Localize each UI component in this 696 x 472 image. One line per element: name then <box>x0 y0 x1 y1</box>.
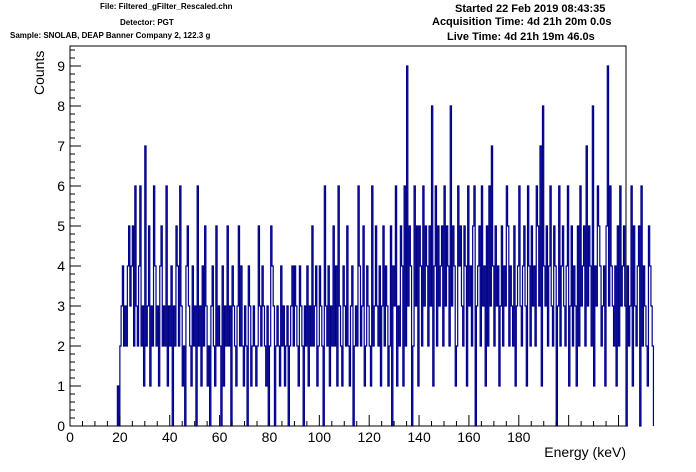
y-tick-label: 8 <box>57 98 65 114</box>
y-tick-label: 9 <box>57 58 65 74</box>
acquisition-time-label: Acquisition Time: 4d 21h 20m 0.0s <box>432 16 612 28</box>
x-tick-label: 20 <box>112 429 128 445</box>
y-axis: 0 1 2 3 4 5 6 7 8 9 <box>57 49 81 434</box>
detector-label: Detector: PGT <box>120 18 174 27</box>
x-tick-label: 80 <box>262 429 278 445</box>
y-tick-label: 1 <box>57 378 65 394</box>
file-name-label: File: Filtered_gFilter_Rescaled.chn <box>100 2 233 11</box>
y-axis-title: Counts <box>31 51 47 95</box>
x-axis-title: Energy (keV) <box>544 444 626 460</box>
y-tick-label: 3 <box>57 298 65 314</box>
x-tick-label: 180 <box>507 429 531 445</box>
x-tick-label: 100 <box>308 429 332 445</box>
y-tick-label: 7 <box>57 138 65 154</box>
spectrum-series-line <box>116 65 655 427</box>
live-time-label: Live Time: 4d 21h 19m 46.0s <box>447 31 595 43</box>
y-tick-label: 0 <box>57 418 65 434</box>
y-tick-label: 2 <box>57 338 65 354</box>
histogram-layer <box>116 65 655 427</box>
x-axis: 0 20 40 60 80 100 120 140 160 180 <box>66 415 620 445</box>
x-tick-label: 140 <box>407 429 431 445</box>
x-tick-label: 160 <box>457 429 481 445</box>
y-tick-label: 5 <box>57 218 65 234</box>
x-tick-label: 0 <box>66 429 74 445</box>
x-tick-label: 120 <box>358 429 382 445</box>
x-tick-label: 40 <box>162 429 178 445</box>
start-time-label: Started 22 Feb 2019 08:43:35 <box>455 3 606 15</box>
sample-label: Sample: SNOLAB, DEAP Banner Company 2, 1… <box>10 31 211 40</box>
y-tick-label: 4 <box>57 258 65 274</box>
y-tick-label: 6 <box>57 178 65 194</box>
x-tick-label: 60 <box>212 429 228 445</box>
plot-frame <box>69 45 627 427</box>
